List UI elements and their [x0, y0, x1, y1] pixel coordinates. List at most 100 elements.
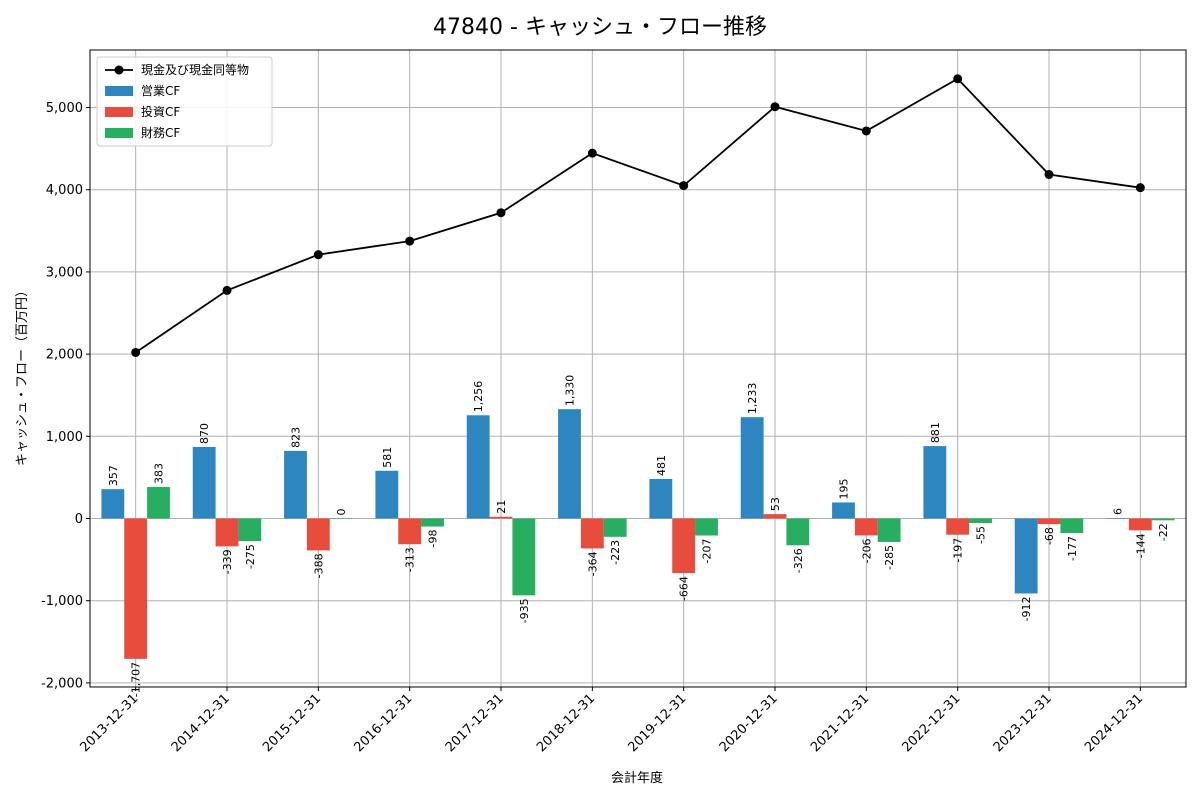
bar: [466, 415, 490, 519]
bar: [101, 489, 125, 519]
bar: [284, 450, 307, 519]
x-axis-label: 会計年度: [611, 770, 663, 786]
cash-point: [953, 74, 963, 84]
bar: [421, 518, 444, 527]
bar-value-label: -664: [678, 576, 691, 601]
plot-frame: [89, 49, 1187, 688]
bar-value-label: -912: [1020, 596, 1033, 621]
bar: [969, 518, 992, 524]
bar: [1128, 518, 1152, 531]
bar-value-label: 823: [290, 427, 303, 448]
bar-value-label: -98: [427, 530, 440, 548]
bar-value-label: -935: [518, 598, 531, 623]
y-tick-label: 0: [75, 512, 83, 527]
bar-value-label: 383: [153, 463, 166, 484]
cash-series-line: [135, 77, 1141, 354]
cash-point: [1135, 183, 1145, 193]
bar-value-label: 21: [495, 500, 508, 514]
bar: [1037, 518, 1061, 525]
x-tick-label: 2022-12-31: [899, 691, 963, 755]
bar: [192, 446, 216, 519]
legend-label: 財務CF: [141, 125, 180, 140]
bar-value-label: -177: [1066, 536, 1079, 561]
legend-label: 営業CF: [141, 84, 180, 98]
cash-point: [1044, 170, 1054, 180]
bar: [238, 518, 262, 542]
bar: [580, 518, 604, 549]
bar-value-label: -275: [244, 544, 257, 569]
bar-value-label: -313: [404, 547, 417, 572]
bar: [512, 518, 536, 596]
y-tick-label: -1,000: [41, 594, 83, 609]
bar-value-label: -1,707: [130, 662, 143, 697]
x-tick-label: 2021-12-31: [808, 691, 872, 755]
y-tick-label: 1,000: [46, 430, 83, 445]
y-tick-label: 3,000: [46, 265, 83, 280]
legend-label: 投資CF: [141, 104, 180, 119]
x-tick-label: 2020-12-31: [717, 691, 781, 755]
bar-value-label: 881: [929, 422, 942, 443]
bar: [147, 487, 170, 519]
bar: [877, 518, 901, 542]
cash-point: [587, 148, 597, 158]
bar-value-label: 195: [838, 478, 851, 499]
y-tick-label: 2,000: [46, 348, 83, 363]
x-tick-label: 2013-12-31: [77, 691, 141, 755]
cash-point: [496, 208, 506, 218]
bar: [1151, 518, 1175, 521]
bar-value-label: 870: [198, 423, 211, 444]
cash-point: [861, 126, 871, 136]
cash-line: [131, 74, 1145, 357]
x-tick-label: 2017-12-31: [443, 691, 507, 755]
bar-value-label: 1,256: [472, 381, 485, 413]
bar-value-label: 357: [107, 465, 120, 486]
bar-value-label: -206: [860, 538, 873, 563]
bar: [329, 518, 353, 520]
bar-value-label: -55: [975, 526, 988, 544]
bar: [1060, 518, 1084, 534]
bar: [832, 502, 855, 519]
bar: [1106, 518, 1129, 519]
bar: [649, 478, 673, 519]
chart-title: 47840 - キャッシュ・フロー推移: [433, 15, 767, 40]
cash-point: [679, 181, 689, 191]
y-tick-label: 4,000: [46, 183, 83, 198]
x-tick-label: 2015-12-31: [260, 691, 324, 755]
legend-box: [96, 56, 273, 147]
legend-bar-swatch: [105, 128, 133, 138]
bar-value-label: -388: [312, 553, 325, 578]
bar: [672, 518, 696, 574]
bar: [489, 516, 513, 519]
cash-point: [313, 250, 323, 260]
bar-value-label: -339: [221, 549, 234, 574]
bar-value-label: -197: [952, 538, 965, 563]
bar-value-label: 0: [335, 509, 348, 516]
bar-value-label: -207: [701, 539, 714, 564]
bar: [854, 518, 878, 536]
bar: [1014, 518, 1038, 594]
bar-value-label: -144: [1134, 533, 1147, 558]
bar-value-label: -22: [1157, 523, 1170, 541]
cash-point: [405, 236, 415, 246]
y-axis-label: キャッシュ・フロー（百万円）: [15, 284, 30, 466]
legend-bar-swatch: [105, 107, 133, 117]
legend-marker: [114, 65, 124, 75]
bar: [398, 518, 422, 545]
legend-label: 現金及び現金同等物: [141, 62, 249, 77]
bar: [786, 518, 810, 546]
bar-value-label: 1,330: [564, 375, 577, 407]
cash-point: [770, 102, 780, 112]
bar: [695, 518, 718, 536]
bar-value-label: -285: [883, 545, 896, 570]
y-tick-label: -2,000: [41, 676, 83, 691]
bar: [603, 518, 627, 537]
bar: [740, 417, 764, 519]
bar-value-label: 1,233: [746, 383, 759, 415]
bar-value-label: -68: [1043, 527, 1056, 545]
bar-value-label: 481: [655, 455, 668, 476]
bar: [923, 446, 947, 519]
bar: [946, 518, 970, 535]
x-tick-label: 2016-12-31: [351, 691, 415, 755]
